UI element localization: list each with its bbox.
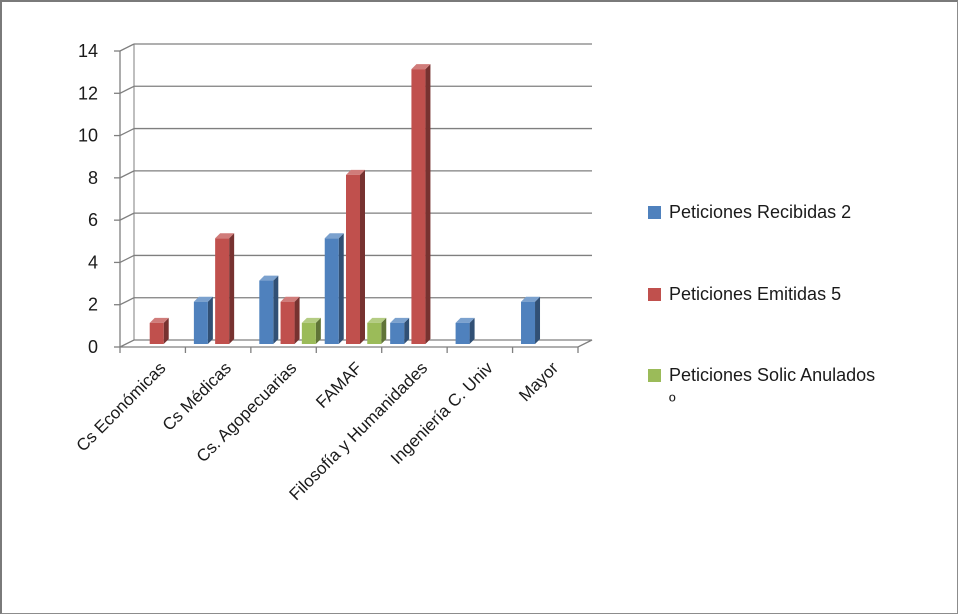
legend-label-line-1: Peticiones Solic Anulados xyxy=(669,365,875,385)
bar-front xyxy=(193,301,208,344)
gridline-side-4 xyxy=(119,254,135,264)
bar-top xyxy=(215,233,235,239)
gridline-side-14 xyxy=(119,43,135,52)
bar-1-2 xyxy=(280,296,300,344)
bar-2-3 xyxy=(367,317,387,344)
gridline-side-12 xyxy=(119,85,135,94)
bar-front xyxy=(324,238,339,344)
bar-front xyxy=(346,174,360,344)
y-axis-tick-labels: 0 2 4 6 8 10 12 14 xyxy=(78,41,98,357)
bar-top xyxy=(346,169,365,175)
y-tick-label-12: 12 xyxy=(78,83,98,103)
gridline-side-10 xyxy=(119,127,135,137)
y-tick-label-6: 6 xyxy=(88,210,98,230)
bar-1-4 xyxy=(411,64,431,345)
bar-front xyxy=(215,238,230,344)
y-tick-label-2: 2 xyxy=(88,295,98,315)
bar-side xyxy=(294,296,300,344)
bar-top xyxy=(259,275,279,281)
bar-0-4 xyxy=(390,317,410,344)
y-tick-label-10: 10 xyxy=(78,126,98,146)
bar-top xyxy=(301,317,321,323)
legend: Peticiones Recibidas 2 Peticiones Emitida… xyxy=(648,202,875,411)
bar-front xyxy=(149,322,164,344)
bars xyxy=(149,64,541,345)
bar-front xyxy=(280,301,295,344)
grid-lines xyxy=(119,43,592,306)
bar-top xyxy=(367,317,387,323)
bar-side xyxy=(535,296,541,344)
bar-1-1 xyxy=(215,233,235,344)
bar-0-6 xyxy=(521,296,541,344)
bar-side xyxy=(207,296,213,344)
legend-swatch-0 xyxy=(648,206,661,219)
bar-0-5 xyxy=(455,317,475,344)
bar-0-1 xyxy=(193,296,213,344)
bar-top xyxy=(324,233,344,239)
bar-top xyxy=(390,317,410,323)
bar-front xyxy=(390,322,405,344)
legend-item-1: Peticiones Emitidas 5 xyxy=(648,284,841,304)
legend-item-2: Peticiones Solic Anulados º xyxy=(648,365,875,411)
bar-side xyxy=(338,233,344,344)
x-category-label-3: FAMAF xyxy=(312,358,366,412)
bar-side xyxy=(425,64,431,345)
bar-side xyxy=(315,317,321,344)
y-tick-label-14: 14 xyxy=(78,41,98,61)
gridline-side-8 xyxy=(119,170,135,179)
bar-0-2 xyxy=(259,275,279,344)
gridline-side-2 xyxy=(119,297,135,306)
y-tick-label-8: 8 xyxy=(88,168,98,188)
bar-side xyxy=(469,317,475,344)
bar-top xyxy=(521,296,541,302)
bar-top xyxy=(149,317,169,323)
bar-top xyxy=(280,296,300,302)
legend-item-0: Peticiones Recibidas 2 xyxy=(648,202,851,222)
legend-label-1: Peticiones Emitidas 5 xyxy=(669,284,841,304)
bar-1-3 xyxy=(346,169,365,344)
bar-1-0 xyxy=(149,317,169,344)
bar-front xyxy=(411,69,426,345)
legend-swatch-1 xyxy=(648,288,661,301)
bar-0-3 xyxy=(324,233,344,344)
legend-label-0: Peticiones Recibidas 2 xyxy=(669,202,851,222)
bar-side xyxy=(360,169,365,344)
bar-top xyxy=(411,64,431,70)
bar-front xyxy=(259,280,274,344)
bar-side xyxy=(163,317,169,344)
legend-swatch-2 xyxy=(648,369,661,382)
bar-front xyxy=(367,322,382,344)
floor xyxy=(119,339,593,348)
bar-2-2 xyxy=(301,317,321,344)
bar-side xyxy=(404,317,410,344)
legend-label-2: Peticiones Solic Anulados º xyxy=(669,365,875,411)
x-category-label-0: Cs Económicas xyxy=(73,358,170,455)
bar-side xyxy=(381,317,387,344)
y-tick-label-0: 0 xyxy=(88,337,98,357)
gridline-side-6 xyxy=(119,212,135,221)
axes xyxy=(114,44,593,353)
bar-side xyxy=(273,275,279,344)
legend-label-line-2: º xyxy=(669,391,676,411)
bar-front xyxy=(301,322,316,344)
y-tick-label-4: 4 xyxy=(88,252,98,272)
bar-top xyxy=(193,296,213,302)
bar-front xyxy=(521,301,536,344)
x-category-label-6: Mayor xyxy=(515,358,562,405)
bar-top xyxy=(455,317,475,323)
bar-front xyxy=(455,322,470,344)
bar-side xyxy=(229,233,235,344)
